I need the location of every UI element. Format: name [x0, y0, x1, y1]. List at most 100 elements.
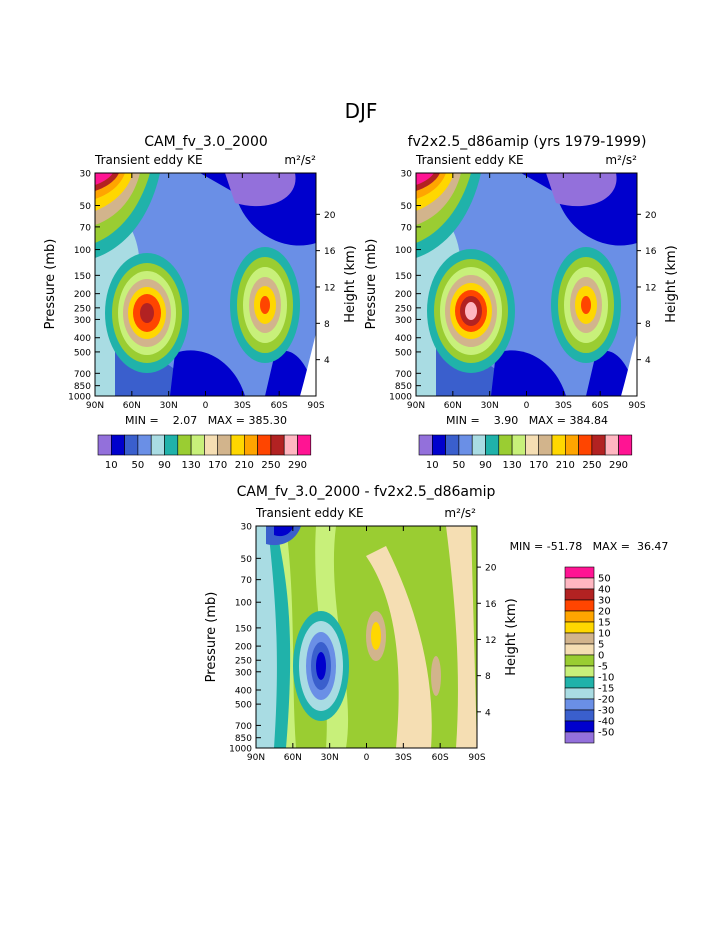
- colorbar-swatch: [511, 434, 526, 456]
- colorbar-label: 210: [556, 460, 575, 471]
- colorbar-label: 210: [235, 460, 254, 471]
- x-tick-label: 90N: [247, 753, 265, 763]
- panel-2-colorbar: 10 50 90 130 170 210 250 290: [418, 434, 633, 471]
- panel-3: CAM_fv_3.0_2000 - fv2x2.5_d86amip Transi…: [204, 484, 668, 763]
- colorbar-swatch: [230, 434, 245, 456]
- y-tick-label: 150: [235, 624, 252, 634]
- panel-2-right-ticks: 20 16 12 8 4: [637, 211, 657, 366]
- colorbar-swatch: [564, 731, 595, 744]
- right-tick-label: 8: [324, 320, 330, 330]
- colorbar-swatch: [564, 643, 595, 656]
- colorbar-swatch: [525, 434, 540, 456]
- right-tick-label: 4: [485, 708, 491, 718]
- colorbar-swatch: [257, 434, 272, 456]
- colorbar-swatch: [124, 434, 139, 456]
- colorbar-label: -50: [598, 728, 614, 739]
- x-tick-label: 30S: [234, 401, 251, 411]
- panel-1-ylabel-right: Height (km): [343, 245, 358, 322]
- colorbar-swatch: [538, 434, 553, 456]
- panel-1-subtitle: Transient eddy KE: [94, 153, 203, 167]
- y-tick-label: 850: [74, 382, 91, 392]
- x-tick-label: 30S: [395, 753, 412, 763]
- y-tick-label: 200: [74, 290, 91, 300]
- colorbar-swatch: [164, 434, 179, 456]
- colorbar-label: -5: [598, 662, 608, 673]
- x-tick-label: 60S: [271, 401, 288, 411]
- contour-band-magenta: [416, 173, 434, 185]
- panel-2: fv2x2.5_d86amip (yrs 1979-1999) Transien…: [364, 134, 679, 471]
- y-tick-label: 700: [235, 722, 252, 732]
- colorbar-swatch: [177, 434, 192, 456]
- y-tick-label: 1000: [68, 393, 91, 403]
- contour-band-purple: [225, 173, 296, 207]
- x-tick-label: 0: [203, 401, 209, 411]
- colorbar-label: 130: [182, 460, 201, 471]
- x-tick-label: 90S: [628, 401, 645, 411]
- colorbar-label: -10: [598, 673, 614, 684]
- x-tick-label: 90S: [468, 753, 485, 763]
- panel-3-ylabel-right: Height (km): [504, 598, 519, 675]
- colorbar-swatch: [204, 434, 218, 456]
- panel-1-minmax: MIN = 2.07 MAX = 385.30: [125, 414, 287, 427]
- panel-1-colorbar: 10 50 90 130 170 210 250 290: [97, 434, 312, 471]
- x-tick-label: 60N: [284, 753, 302, 763]
- x-tick-label: 30N: [160, 401, 178, 411]
- y-tick-label: 100: [395, 246, 412, 256]
- right-tick-label: 12: [645, 283, 656, 293]
- y-tick-label: 250: [395, 304, 412, 314]
- y-tick-label: 500: [395, 348, 412, 358]
- colorbar-swatch: [564, 610, 595, 623]
- x-tick-label: 90S: [307, 401, 324, 411]
- x-tick-label: 60S: [432, 753, 449, 763]
- contour-band-yellow: [371, 622, 381, 650]
- colorbar-label: 50: [598, 574, 611, 585]
- colorbar-label: -40: [598, 717, 614, 728]
- colorbar-swatch: [618, 434, 633, 456]
- colorbar-swatch: [498, 434, 513, 456]
- contour-band-deep-blue: [274, 526, 294, 537]
- colorbar-label: 170: [529, 460, 548, 471]
- colorbar-label: 50: [453, 460, 466, 471]
- panel-2-units: m²/s²: [605, 153, 637, 167]
- colorbar-swatch: [564, 720, 595, 733]
- colorbar-label: 10: [426, 460, 439, 471]
- contour-band-tan-2: [446, 526, 477, 748]
- page-title: DJF: [345, 99, 378, 123]
- panel-3-ylabel: Pressure (mb): [204, 592, 219, 683]
- right-tick-label: 16: [485, 600, 497, 610]
- x-tick-label: 60S: [592, 401, 609, 411]
- colorbar-label: 250: [582, 460, 601, 471]
- colorbar-swatch: [270, 434, 285, 456]
- colorbar-swatch: [190, 434, 205, 456]
- colorbar-label: 290: [288, 460, 307, 471]
- panel-3-minmax: MIN = -51.78 MAX = 36.47: [510, 540, 669, 553]
- panel-1: CAM_fv_3.0_2000 Transient eddy KE m²/s²: [43, 134, 358, 471]
- colorbar-swatch: [485, 434, 500, 456]
- y-tick-label: 700: [74, 370, 91, 380]
- y-tick-label: 50: [241, 555, 253, 565]
- y-tick-label: 50: [80, 202, 92, 212]
- x-tick-label: 90N: [407, 401, 425, 411]
- contour-band-deep-blue-2: [170, 350, 245, 396]
- colorbar-swatch: [564, 632, 595, 645]
- colorbar-label: 30: [598, 596, 611, 607]
- colorbar-label: -20: [598, 695, 614, 706]
- right-tick-label: 8: [645, 320, 651, 330]
- colorbar-swatch: [604, 434, 619, 456]
- contour-band-red-3: [581, 296, 591, 314]
- colorbar-label: 5: [598, 640, 604, 651]
- colorbar-label: 10: [105, 460, 118, 471]
- colorbar-swatch: [217, 434, 232, 456]
- colorbar-label: 20: [598, 607, 611, 618]
- colorbar-swatch: [564, 588, 595, 601]
- y-tick-label: 400: [74, 334, 91, 344]
- colorbar-label: 90: [158, 460, 171, 471]
- contour-band-magenta: [95, 173, 113, 185]
- colorbar-label: 250: [261, 460, 280, 471]
- y-tick-label: 250: [235, 657, 252, 667]
- colorbar-label: 290: [609, 460, 628, 471]
